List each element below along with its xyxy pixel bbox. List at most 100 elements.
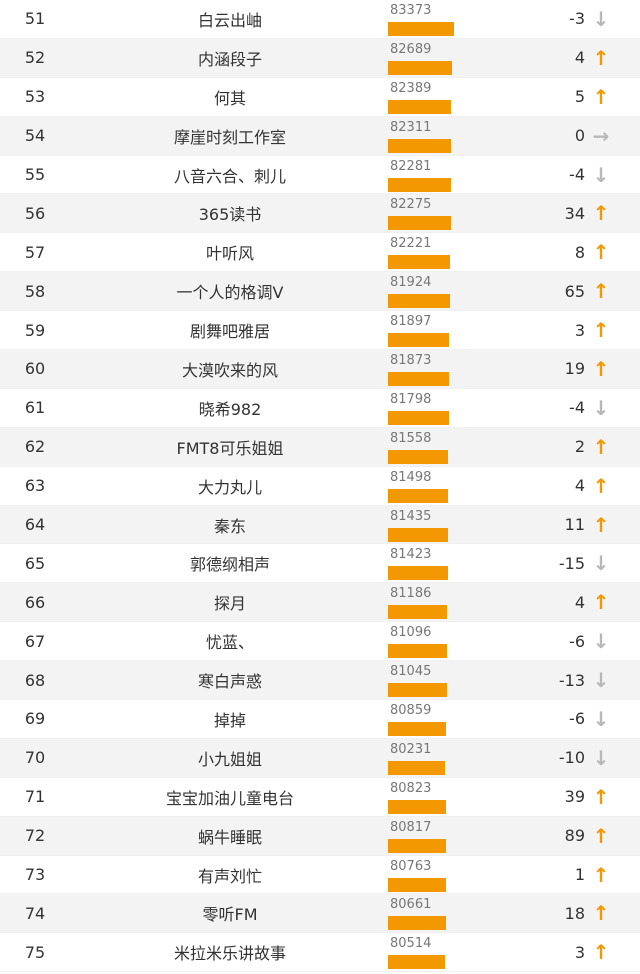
score-bar xyxy=(388,683,447,698)
arrow-down-icon: ↓ xyxy=(592,395,610,420)
podcast-name-link[interactable]: 365读书 xyxy=(198,205,262,225)
score-cell: 81498 xyxy=(388,467,458,505)
table-row[interactable]: 58 一个人的格调V 81924 65 ↑ xyxy=(0,272,640,312)
score-bar xyxy=(388,449,448,464)
table-row[interactable]: 63 大力丸儿 81498 4 ↑ xyxy=(0,467,640,506)
podcast-name-link[interactable]: 郭德纲相声 xyxy=(189,555,270,575)
table-row[interactable]: 72 蜗牛睡眠 80817 89 ↑ xyxy=(0,816,640,856)
table-row[interactable]: 54 摩崖时刻工作室 82311 0 → xyxy=(0,116,640,156)
rank-number: 62 xyxy=(24,437,46,457)
rank-change: 39 xyxy=(564,787,585,807)
score-bar xyxy=(388,877,446,892)
score-cell: 80514 xyxy=(388,933,458,971)
table-row[interactable]: 52 内涵段子 82689 4 ↑ xyxy=(0,38,640,78)
table-row[interactable]: 59 剧舞吧雅居 81897 3 ↑ xyxy=(0,311,640,351)
podcast-name-link[interactable]: 有声刘忙 xyxy=(197,866,262,886)
rank-change: 0 xyxy=(574,126,585,146)
score-cell: 82275 xyxy=(388,194,458,232)
table-row[interactable]: 73 有声刘忙 80763 1 ↑ xyxy=(0,856,640,895)
podcast-name-link[interactable]: 蜗牛睡眠 xyxy=(197,827,262,847)
score-value: 80661 xyxy=(390,897,432,913)
rank-number: 67 xyxy=(24,631,46,651)
podcast-name-link[interactable]: 八音六合、刺儿 xyxy=(173,166,286,186)
rank-change: -4 xyxy=(569,165,585,184)
table-row[interactable]: 64 秦东 81435 11 ↑ xyxy=(0,505,640,545)
podcast-name-link[interactable]: 大漠吹来的风 xyxy=(181,360,278,380)
podcast-name-link[interactable]: 忧蓝、 xyxy=(205,633,254,653)
table-row[interactable]: 53 何其 82389 5 ↑ xyxy=(0,78,640,117)
podcast-name-link[interactable]: 寒白声惑 xyxy=(197,672,262,692)
score-value: 81798 xyxy=(390,391,432,407)
arrow-up-icon: ↑ xyxy=(592,279,610,304)
rank-number: 53 xyxy=(24,87,46,107)
podcast-name-link[interactable]: 米拉米乐讲故事 xyxy=(173,944,286,964)
podcast-name-link[interactable]: 探月 xyxy=(213,594,246,614)
arrow-up-icon: ↑ xyxy=(592,473,610,498)
table-row[interactable]: 60 大漠吹来的风 81873 19 ↑ xyxy=(0,350,640,389)
table-row[interactable]: 65 郭德纲相声 81423 -15 ↓ xyxy=(0,544,640,584)
podcast-name-link[interactable]: 大力丸儿 xyxy=(197,477,262,497)
score-bar xyxy=(388,722,446,737)
podcast-name-link[interactable]: 秦东 xyxy=(213,516,246,536)
score-cell: 81897 xyxy=(388,311,458,349)
table-row[interactable]: 74 零听FM 80661 18 ↑ xyxy=(0,894,640,934)
podcast-name-link[interactable]: 零听FM xyxy=(202,905,258,925)
table-row[interactable]: 61 晓希982 81798 -4 ↓ xyxy=(0,389,640,428)
arrow-up-icon: ↑ xyxy=(592,434,610,459)
table-row[interactable]: 56 365读书 82275 34 ↑ xyxy=(0,194,640,234)
table-row[interactable]: 66 探月 81186 4 ↑ xyxy=(0,583,640,623)
score-bar xyxy=(388,799,446,814)
score-cell: 80823 xyxy=(388,778,458,816)
table-row[interactable]: 62 FMT8可乐姐姐 81558 2 ↑ xyxy=(0,427,640,467)
arrow-down-icon: ↓ xyxy=(592,745,610,770)
score-bar xyxy=(388,372,449,387)
table-row[interactable]: 69 掉掉 80859 -6 ↓ xyxy=(0,700,640,739)
rank-change: 8 xyxy=(574,242,585,262)
rank-change: 5 xyxy=(574,87,585,107)
podcast-name-link[interactable]: 何其 xyxy=(213,88,246,108)
score-cell: 81924 xyxy=(388,272,458,310)
table-row[interactable]: 71 宝宝加油儿童电台 80823 39 ↑ xyxy=(0,778,640,817)
podcast-name-link[interactable]: 一个人的格调V xyxy=(176,283,284,303)
podcast-name-link[interactable]: 内涵段子 xyxy=(197,49,262,69)
podcast-name-link[interactable]: 叶听风 xyxy=(205,244,254,264)
podcast-name-link[interactable]: 小九姐姐 xyxy=(197,749,262,769)
rank-number: 54 xyxy=(24,126,46,146)
arrow-down-icon: ↓ xyxy=(592,668,610,693)
table-row[interactable]: 67 忧蓝、 81096 -6 ↓ xyxy=(0,622,640,662)
arrow-up-icon: ↑ xyxy=(592,512,610,537)
score-cell: 80661 xyxy=(388,894,458,932)
table-row[interactable]: 55 八音六合、刺儿 82281 -4 ↓ xyxy=(0,156,640,195)
score-value: 82389 xyxy=(390,80,432,96)
rank-number: 66 xyxy=(24,592,46,612)
rank-number: 60 xyxy=(24,359,46,379)
score-cell: 81435 xyxy=(388,506,458,544)
table-row[interactable]: 75 米拉米乐讲故事 80514 3 ↑ xyxy=(0,933,640,973)
podcast-name-link[interactable]: 摩崖时刻工作室 xyxy=(173,127,286,147)
score-cell: 81558 xyxy=(388,428,458,466)
podcast-name-link[interactable]: 掉掉 xyxy=(213,710,246,730)
rank-change: -10 xyxy=(558,748,585,768)
rank-number: 55 xyxy=(24,165,46,184)
rank-number: 75 xyxy=(24,942,46,962)
score-bar xyxy=(388,916,446,931)
score-value: 81435 xyxy=(390,508,432,524)
podcast-name-link[interactable]: 晓希982 xyxy=(198,399,262,419)
score-value: 80514 xyxy=(390,936,432,952)
podcast-name-link[interactable]: 白云出岫 xyxy=(197,10,262,30)
rank-change: 4 xyxy=(574,476,585,496)
table-row[interactable]: 68 寒白声惑 81045 -13 ↓ xyxy=(0,661,640,701)
rank-number: 52 xyxy=(24,48,46,68)
score-cell: 82689 xyxy=(388,39,458,77)
score-cell: 82389 xyxy=(388,78,458,116)
podcast-name-link[interactable]: FMT8可乐姐姐 xyxy=(176,438,284,458)
rank-change: -6 xyxy=(569,631,585,651)
table-row[interactable]: 57 叶听风 82221 8 ↑ xyxy=(0,233,640,273)
table-row[interactable]: 51 白云出岫 83373 -3 ↓ xyxy=(0,0,640,39)
score-value: 82275 xyxy=(390,197,432,213)
rank-change: -3 xyxy=(569,9,585,29)
podcast-name-link[interactable]: 宝宝加油儿童电台 xyxy=(165,788,294,808)
podcast-name-link[interactable]: 剧舞吧雅居 xyxy=(189,322,270,342)
table-row[interactable]: 70 小九姐姐 80231 -10 ↓ xyxy=(0,738,640,778)
